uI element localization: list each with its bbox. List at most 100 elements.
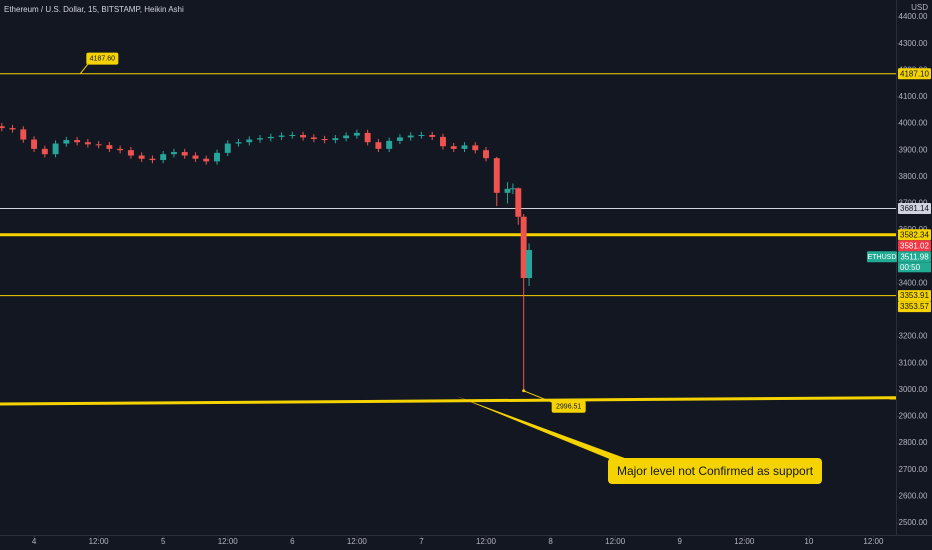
currency-label: USD (911, 3, 928, 12)
price-marker-label: 3511.98 (900, 252, 929, 261)
y-tick-label: 3200.00 (899, 332, 928, 341)
candle-body (461, 145, 468, 149)
candle-body (472, 145, 479, 151)
candle-body (509, 188, 516, 190)
callout-label: 2996.51 (556, 404, 581, 411)
candle-body (332, 138, 339, 141)
price-marker (898, 229, 931, 241)
callout-box (608, 458, 822, 484)
y-tick-label: 3900.00 (899, 145, 928, 154)
y-tick-label: 3000.00 (899, 385, 928, 394)
y-tick-label: 3400.00 (899, 278, 928, 287)
candle-body (0, 126, 5, 129)
candle-body (278, 135, 285, 137)
candle-body (375, 142, 382, 149)
candle-body (353, 132, 360, 136)
x-tick-label: 12:00 (218, 537, 239, 546)
callout-label: 4187.60 (90, 55, 115, 62)
candle-body (181, 152, 188, 156)
x-tick-label: 12:00 (863, 537, 884, 546)
candle-body (440, 136, 446, 147)
y-tick-label: 2500.00 (899, 518, 928, 527)
x-tick-label: 6 (290, 537, 295, 546)
candle-body (418, 135, 425, 137)
candle-body (160, 154, 167, 161)
countdown: 00:50 (900, 263, 921, 272)
x-tick-label: 12:00 (734, 537, 755, 546)
price-marker (898, 68, 931, 80)
candle-body (257, 138, 263, 140)
candle-body (63, 140, 70, 144)
candle-body (214, 152, 220, 162)
x-tick-label: 12:00 (476, 537, 497, 546)
price-marker (898, 202, 931, 214)
candle-body (106, 145, 113, 149)
candle-body (267, 136, 274, 139)
price-marker-label: 4187.10 (900, 69, 929, 78)
candle-body (386, 140, 393, 149)
y-tick-label: 3800.00 (899, 172, 928, 181)
symbol-tag (867, 251, 897, 263)
chart-title: Ethereum / U.S. Dollar, 15, BITSTAMP, He… (4, 5, 184, 14)
candle-body (170, 152, 177, 155)
candle-body (235, 142, 242, 144)
x-tick-label: 7 (419, 537, 424, 546)
x-tick-label: 12:00 (605, 537, 626, 546)
callout-label: Major level not Confirmed as support (617, 464, 814, 478)
price-marker (898, 251, 931, 263)
candle-body (526, 250, 533, 279)
candle-body (74, 140, 81, 143)
candle-body (450, 146, 457, 149)
candle-body (192, 155, 199, 159)
price-marker-label: 3353.57 (900, 302, 929, 311)
candle-body (300, 135, 307, 138)
candle-body (483, 150, 489, 159)
candle-body (246, 139, 253, 143)
y-tick-label: 2900.00 (899, 412, 928, 421)
y-tick-label: 2700.00 (899, 465, 928, 474)
callout-pointer (79, 63, 89, 74)
x-tick-label: 4 (32, 537, 37, 546)
y-tick-label: 3100.00 (899, 358, 928, 367)
candle-body (289, 135, 296, 137)
callout-pointer (523, 390, 554, 404)
price-marker (898, 301, 931, 313)
candle-body (31, 139, 38, 149)
x-tick-label: 8 (548, 537, 553, 546)
candle-body (321, 139, 328, 141)
candle-body (407, 135, 414, 138)
callout-box (551, 400, 586, 413)
price-marker (898, 290, 931, 302)
x-tick-label: 12:00 (89, 537, 110, 546)
callout-pointer (455, 395, 630, 460)
candle-body (493, 158, 500, 193)
candle-body (149, 158, 156, 161)
y-tick-label: 4400.00 (899, 12, 928, 21)
candle-body (203, 158, 210, 162)
candle-body (9, 128, 16, 130)
x-tick-label: 5 (161, 537, 166, 546)
callout-box (86, 52, 119, 65)
candle-body (520, 216, 527, 279)
candle-body (310, 137, 317, 140)
candle-body (20, 129, 27, 140)
candle-body (343, 135, 350, 139)
y-tick-label: 4300.00 (899, 39, 928, 48)
candle-body (127, 150, 134, 156)
candle-body (95, 144, 102, 146)
symbol-label: ETHUSD (868, 254, 897, 261)
price-marker (898, 240, 931, 252)
candle-body (429, 135, 436, 137)
price-marker-label: 3581.02 (900, 241, 929, 250)
candle-body (364, 132, 371, 143)
countdown-box (898, 262, 931, 273)
candle-body (396, 137, 403, 141)
candle-body (41, 148, 48, 155)
x-tick-label: 10 (804, 537, 813, 546)
y-tick-label: 4000.00 (899, 119, 928, 128)
price-marker-label: 3353.91 (900, 291, 929, 300)
y-tick-label: 2800.00 (899, 438, 928, 447)
price-marker-label: 3681.14 (900, 204, 929, 213)
